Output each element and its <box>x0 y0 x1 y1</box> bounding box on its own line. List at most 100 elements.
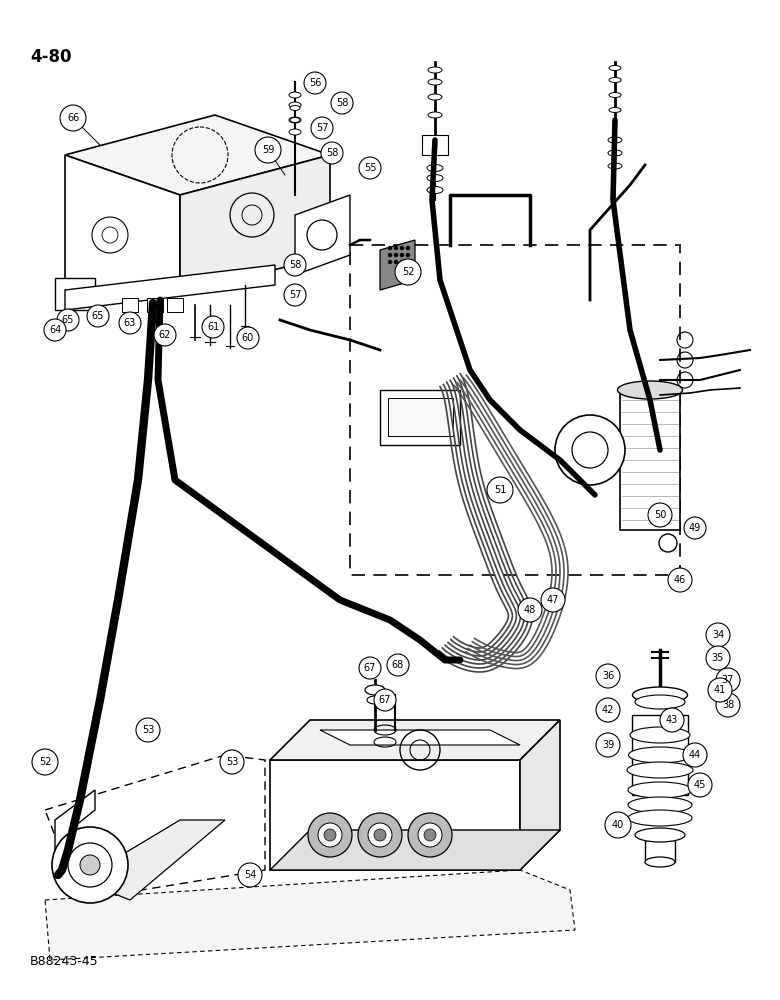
Text: 63: 63 <box>124 318 136 328</box>
Text: 67: 67 <box>363 663 376 673</box>
Circle shape <box>324 829 336 841</box>
Circle shape <box>487 477 513 503</box>
Text: 60: 60 <box>242 333 254 343</box>
Text: 55: 55 <box>363 163 376 173</box>
Circle shape <box>44 319 66 341</box>
Text: 39: 39 <box>602 740 614 750</box>
Polygon shape <box>45 755 265 900</box>
Circle shape <box>60 105 86 131</box>
Bar <box>122 298 138 312</box>
Bar <box>620 390 680 530</box>
Circle shape <box>237 327 259 349</box>
Bar <box>380 390 460 445</box>
Polygon shape <box>55 790 95 870</box>
Ellipse shape <box>427 174 443 182</box>
Circle shape <box>318 823 342 847</box>
Polygon shape <box>80 820 225 900</box>
Text: 46: 46 <box>674 575 686 585</box>
Ellipse shape <box>428 67 442 73</box>
Polygon shape <box>380 240 415 290</box>
Ellipse shape <box>645 857 675 867</box>
Circle shape <box>359 657 381 679</box>
Text: 41: 41 <box>714 685 726 695</box>
Ellipse shape <box>618 381 682 399</box>
Text: 56: 56 <box>309 78 321 88</box>
Ellipse shape <box>609 93 621 98</box>
Text: 54: 54 <box>244 870 256 880</box>
Polygon shape <box>295 195 350 275</box>
Circle shape <box>406 253 410 257</box>
Ellipse shape <box>289 129 301 135</box>
Ellipse shape <box>628 782 692 798</box>
Text: 53: 53 <box>142 725 154 735</box>
Circle shape <box>331 92 353 114</box>
Circle shape <box>321 142 343 164</box>
Circle shape <box>596 664 620 688</box>
Circle shape <box>395 259 421 285</box>
Circle shape <box>57 309 79 331</box>
Text: 37: 37 <box>722 675 734 685</box>
Bar <box>350 245 680 575</box>
Circle shape <box>304 72 326 94</box>
Text: 66: 66 <box>67 113 79 123</box>
Circle shape <box>374 829 386 841</box>
Text: 64: 64 <box>49 325 61 335</box>
Text: 61: 61 <box>207 322 219 332</box>
Text: 47: 47 <box>547 595 559 605</box>
Text: 38: 38 <box>722 700 734 710</box>
Text: 4-80: 4-80 <box>30 48 72 66</box>
Ellipse shape <box>628 810 692 826</box>
Ellipse shape <box>635 695 685 709</box>
Polygon shape <box>270 830 560 870</box>
Circle shape <box>154 324 176 346</box>
Circle shape <box>716 693 740 717</box>
Text: 45: 45 <box>694 780 706 790</box>
Ellipse shape <box>627 762 693 778</box>
Circle shape <box>706 646 730 670</box>
Bar <box>290 775 505 855</box>
Ellipse shape <box>609 66 621 70</box>
Circle shape <box>80 855 100 875</box>
Circle shape <box>424 829 436 841</box>
Ellipse shape <box>608 150 622 156</box>
Text: 44: 44 <box>689 750 701 760</box>
Polygon shape <box>65 155 180 295</box>
Polygon shape <box>45 870 575 960</box>
Circle shape <box>255 137 281 163</box>
Bar <box>632 715 688 795</box>
Circle shape <box>596 733 620 757</box>
Circle shape <box>406 246 410 250</box>
Circle shape <box>406 260 410 264</box>
Circle shape <box>518 598 542 622</box>
Text: 52: 52 <box>402 267 414 277</box>
Circle shape <box>418 823 442 847</box>
Text: 48: 48 <box>524 605 536 615</box>
Text: 35: 35 <box>712 653 724 663</box>
Text: 52: 52 <box>39 757 51 767</box>
Bar <box>388 398 453 436</box>
Circle shape <box>388 253 392 257</box>
Ellipse shape <box>635 828 685 842</box>
Text: 59: 59 <box>262 145 275 155</box>
Ellipse shape <box>609 78 621 83</box>
Polygon shape <box>320 730 520 745</box>
Circle shape <box>408 813 452 857</box>
Circle shape <box>32 749 58 775</box>
Ellipse shape <box>428 79 442 85</box>
Text: 58: 58 <box>289 260 301 270</box>
Circle shape <box>308 813 352 857</box>
Text: 34: 34 <box>712 630 724 640</box>
Polygon shape <box>65 265 275 310</box>
Circle shape <box>394 260 398 264</box>
Circle shape <box>374 689 396 711</box>
Circle shape <box>368 823 392 847</box>
Ellipse shape <box>427 164 443 172</box>
Ellipse shape <box>628 797 692 813</box>
Circle shape <box>388 246 392 250</box>
Polygon shape <box>520 720 560 870</box>
Circle shape <box>358 813 402 857</box>
Circle shape <box>660 708 684 732</box>
Circle shape <box>311 117 333 139</box>
Text: 53: 53 <box>226 757 238 767</box>
Circle shape <box>87 305 109 327</box>
